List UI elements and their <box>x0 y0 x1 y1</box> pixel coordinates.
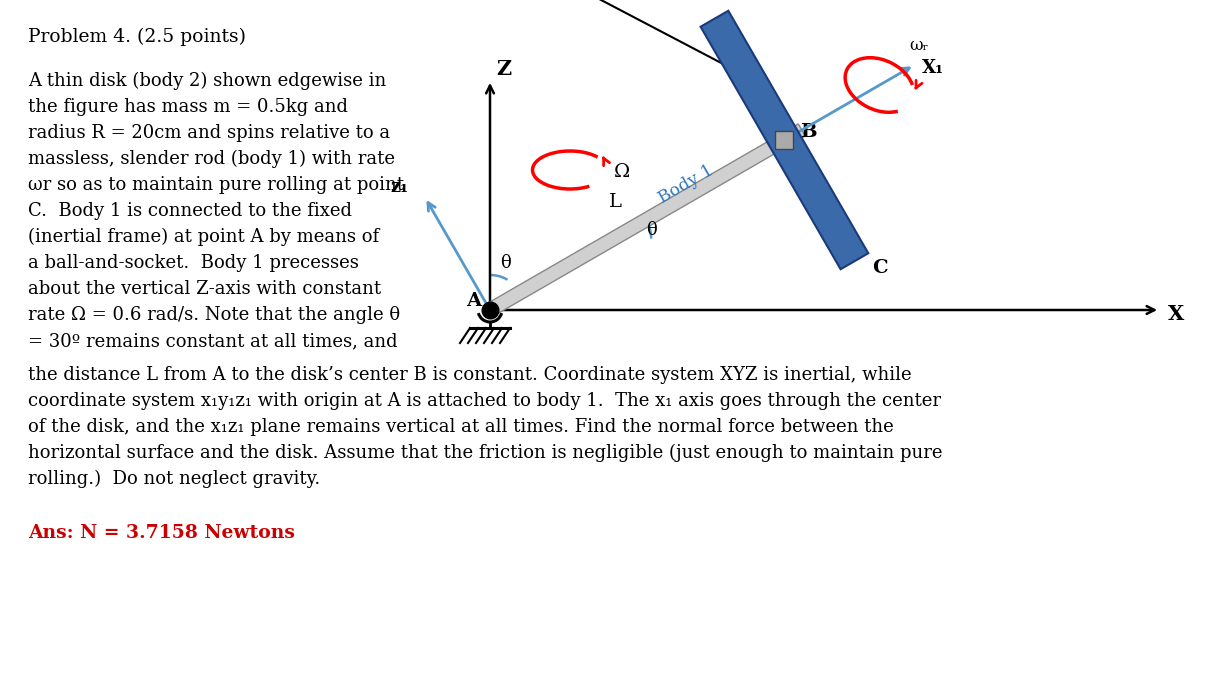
Text: radius R = 20cm and spins relative to a: radius R = 20cm and spins relative to a <box>28 124 390 142</box>
Text: θ: θ <box>501 254 510 272</box>
Text: Body 1: Body 1 <box>656 162 716 207</box>
Text: Ω: Ω <box>614 163 630 181</box>
Text: R: R <box>570 0 585 1</box>
Text: Problem 4. (2.5 points): Problem 4. (2.5 points) <box>28 28 246 46</box>
Text: A: A <box>465 292 481 310</box>
Text: Z: Z <box>496 59 511 79</box>
Text: the figure has mass m = 0.5kg and: the figure has mass m = 0.5kg and <box>28 98 348 116</box>
Bar <box>776 131 794 149</box>
Text: X: X <box>1168 304 1184 324</box>
Text: B: B <box>800 123 817 141</box>
Text: (inertial frame) at point A by means of: (inertial frame) at point A by means of <box>28 228 379 246</box>
Text: ωr so as to maintain pure rolling at point: ωr so as to maintain pure rolling at poi… <box>28 176 404 194</box>
Text: the distance L from A to the disk’s center B is constant. Coordinate system XYZ : the distance L from A to the disk’s cent… <box>28 366 911 384</box>
Text: horizontal surface and the disk. Assume that the friction is negligible (just en: horizontal surface and the disk. Assume … <box>28 444 943 462</box>
Polygon shape <box>486 124 805 316</box>
Text: L: L <box>610 193 622 211</box>
Text: C: C <box>873 259 888 277</box>
Polygon shape <box>701 10 868 270</box>
Text: rate Ω = 0.6 rad/s. Note that the angle θ: rate Ω = 0.6 rad/s. Note that the angle … <box>28 306 400 324</box>
Text: θ: θ <box>646 220 657 239</box>
Text: massless, slender rod (body 1) with rate: massless, slender rod (body 1) with rate <box>28 150 395 168</box>
Text: rolling.)  Do not neglect gravity.: rolling.) Do not neglect gravity. <box>28 470 320 489</box>
Text: A thin disk (body 2) shown edgewise in: A thin disk (body 2) shown edgewise in <box>28 72 387 90</box>
Text: a ball-and-socket.  Body 1 precesses: a ball-and-socket. Body 1 precesses <box>28 254 359 272</box>
Text: ωᵣ: ωᵣ <box>909 37 928 54</box>
Text: X₁: X₁ <box>922 59 944 77</box>
Text: C.  Body 1 is connected to the fixed: C. Body 1 is connected to the fixed <box>28 202 351 220</box>
Text: z₁: z₁ <box>390 178 408 197</box>
Text: of the disk, and the x₁z₁ plane remains vertical at all times. Find the normal f: of the disk, and the x₁z₁ plane remains … <box>28 418 893 436</box>
Text: = 30º remains constant at all times, and: = 30º remains constant at all times, and <box>28 332 398 350</box>
Text: coordinate system x₁y₁z₁ with origin at A is attached to body 1.  The x₁ axis go: coordinate system x₁y₁z₁ with origin at … <box>28 392 941 410</box>
Text: about the vertical Z-axis with constant: about the vertical Z-axis with constant <box>28 280 381 298</box>
Text: Ans: N = 3.7158 Newtons: Ans: N = 3.7158 Newtons <box>28 524 295 542</box>
